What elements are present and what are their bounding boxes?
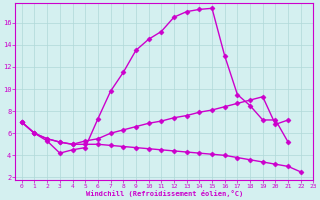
X-axis label: Windchill (Refroidissement éolien,°C): Windchill (Refroidissement éolien,°C) xyxy=(86,190,243,197)
